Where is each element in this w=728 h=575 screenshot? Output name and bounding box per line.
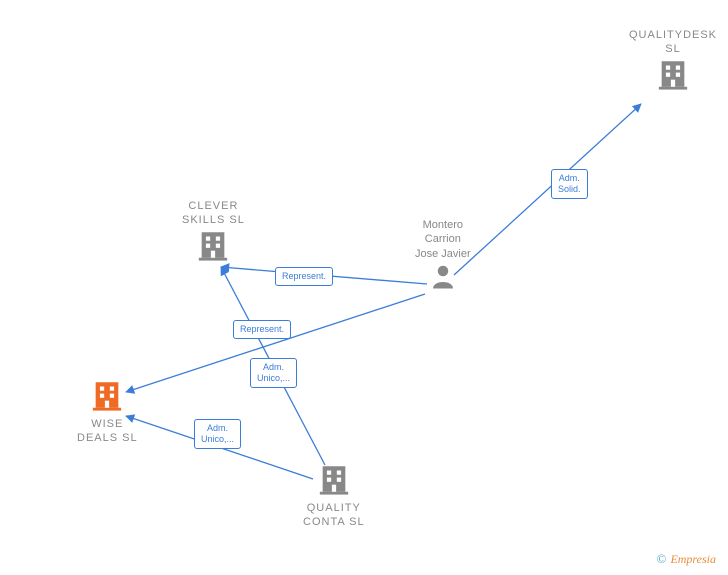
node-label: QUALITY CONTA SL bbox=[303, 501, 365, 530]
node-label: QUALITYDESK SL bbox=[629, 28, 717, 57]
edge-label: Adm. Unico,... bbox=[250, 358, 297, 388]
watermark: ©Empresia bbox=[657, 551, 716, 567]
brand-name: Empresia bbox=[670, 552, 716, 566]
node-label: WISE DEALS SL bbox=[77, 417, 138, 446]
edge-label: Adm. Unico,... bbox=[194, 419, 241, 449]
node-label: Montero Carrion Jose Javier bbox=[415, 218, 471, 261]
copyright-symbol: © bbox=[657, 551, 667, 566]
edge-label: Represent. bbox=[233, 320, 291, 339]
edge-line bbox=[454, 104, 641, 275]
person-icon bbox=[415, 261, 471, 296]
node-wise[interactable]: WISE DEALS SL bbox=[77, 378, 138, 446]
node-qualitydesk[interactable]: QUALITYDESK SL bbox=[629, 28, 717, 96]
building-icon bbox=[182, 228, 245, 267]
edge-label: Adm. Solid. bbox=[551, 169, 588, 199]
node-montero[interactable]: Montero Carrion Jose Javier bbox=[415, 218, 471, 296]
node-label: CLEVER SKILLS SL bbox=[182, 199, 245, 228]
node-quality_conta[interactable]: QUALITY CONTA SL bbox=[303, 462, 365, 530]
building-icon bbox=[77, 378, 138, 417]
building-icon bbox=[303, 462, 365, 501]
edge-label: Represent. bbox=[275, 267, 333, 286]
node-clever[interactable]: CLEVER SKILLS SL bbox=[182, 199, 245, 267]
building-icon bbox=[629, 57, 717, 96]
